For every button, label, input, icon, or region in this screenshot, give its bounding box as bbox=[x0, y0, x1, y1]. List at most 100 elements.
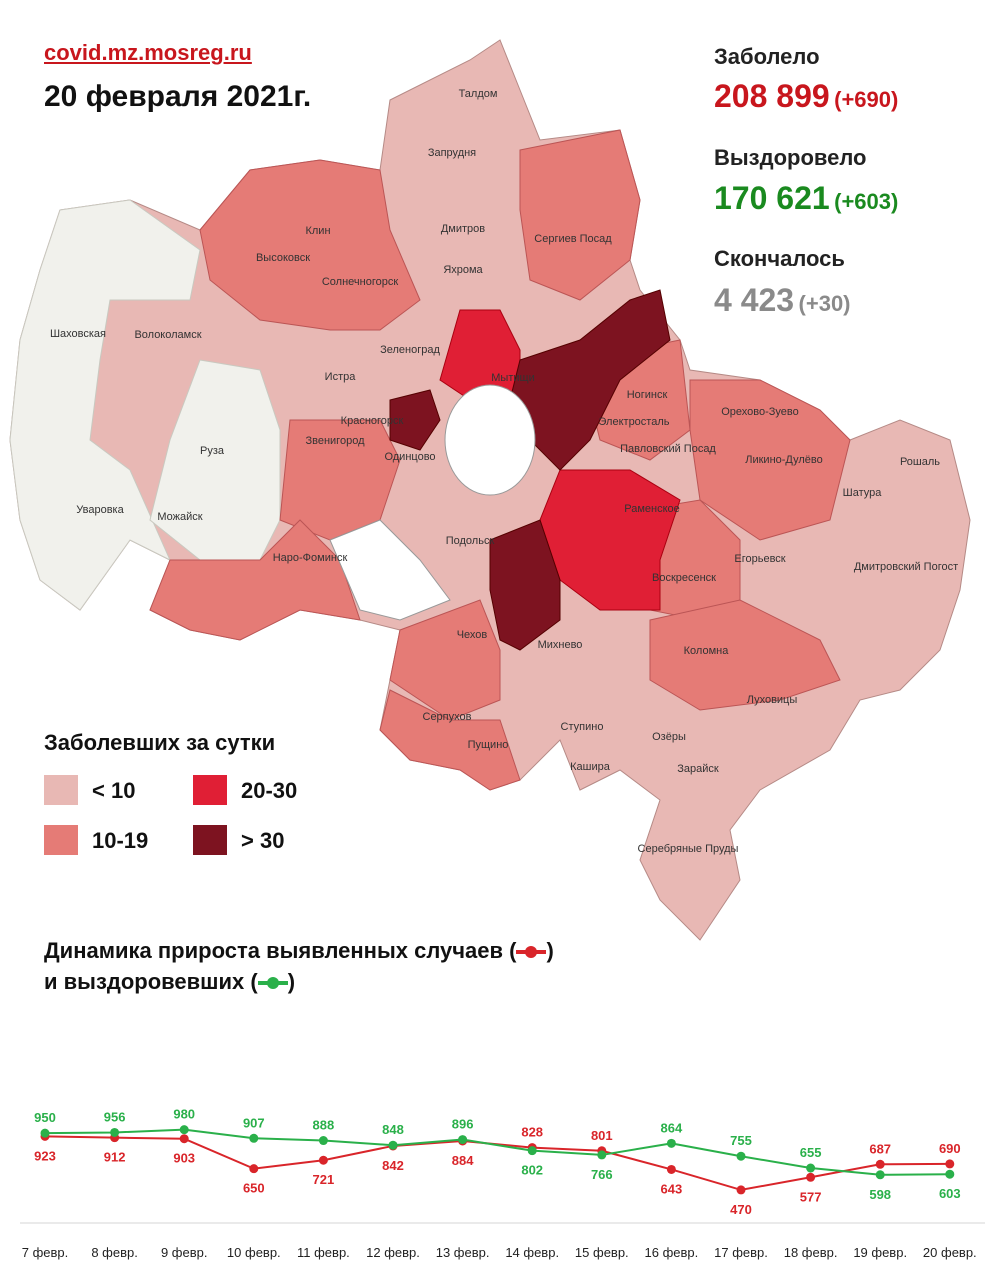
recovered-data-label: 655 bbox=[800, 1145, 822, 1160]
map-region-label: Шаховская bbox=[50, 328, 106, 340]
map-region-label: Луховицы bbox=[747, 694, 798, 706]
recovered-point bbox=[875, 1170, 885, 1180]
cases-data-label: 470 bbox=[730, 1202, 752, 1217]
map-region-label: Уваровка bbox=[76, 504, 124, 516]
map-region-label: Шатура bbox=[843, 487, 883, 499]
legend-label-20-30: 20-30 bbox=[241, 778, 298, 803]
cases-data-label: 923 bbox=[34, 1148, 56, 1163]
recovered-marker-icon bbox=[257, 977, 288, 990]
cases-point bbox=[318, 1155, 328, 1165]
map-region-label: Павловский Посад bbox=[620, 443, 716, 455]
map-region-label: Зеленоград bbox=[380, 344, 440, 356]
legend-swatch-10-19 bbox=[44, 825, 78, 855]
legend-swatch-gt30 bbox=[193, 825, 227, 855]
recovered-point bbox=[110, 1127, 120, 1137]
recovered-label: Выздоровело bbox=[714, 145, 867, 170]
x-tick-label: 10 февр. bbox=[227, 1245, 281, 1260]
cases-data-label: 884 bbox=[452, 1153, 474, 1168]
cases-point bbox=[945, 1159, 955, 1169]
cases-data-label: 828 bbox=[521, 1125, 543, 1140]
cases-data-label: 687 bbox=[869, 1141, 891, 1156]
map-region-label: Можайск bbox=[157, 511, 202, 523]
map-region-label: Яхрома bbox=[443, 264, 483, 276]
recovered-data-label: 907 bbox=[243, 1115, 265, 1130]
x-tick-label: 15 февр. bbox=[575, 1245, 629, 1260]
recovered-point bbox=[458, 1135, 468, 1145]
x-tick-label: 8 февр. bbox=[91, 1245, 138, 1260]
recovered-data-label: 755 bbox=[730, 1133, 752, 1148]
map-region-label: Пущино bbox=[468, 739, 509, 751]
legend-label-lt10: < 10 bbox=[92, 778, 136, 803]
recovered-data-label: 848 bbox=[382, 1122, 404, 1137]
recovered-point bbox=[388, 1140, 398, 1150]
recovered-data-label: 896 bbox=[452, 1117, 474, 1132]
recovered-data-label: 888 bbox=[313, 1118, 335, 1133]
map-region-label: Клин bbox=[305, 225, 330, 237]
map-region-label: Одинцово bbox=[384, 451, 435, 463]
map-region-label: Сергиев Посад bbox=[534, 233, 612, 245]
moscow-city bbox=[444, 384, 536, 496]
map-region-label: Серебряные Пруды bbox=[638, 843, 739, 855]
map-region-label: Дмитровский Погост bbox=[854, 561, 958, 573]
map-region-label: Серпухов bbox=[423, 711, 472, 723]
x-tick-label: 9 февр. bbox=[161, 1245, 208, 1260]
cases-marker-icon bbox=[516, 946, 547, 959]
cases-data-label: 912 bbox=[104, 1150, 126, 1165]
recovered-point bbox=[806, 1163, 816, 1173]
map-region-label: Талдом bbox=[459, 88, 498, 100]
recovered-data-label: 766 bbox=[591, 1167, 613, 1182]
recovered-data-label: 802 bbox=[521, 1163, 543, 1178]
cases-point bbox=[249, 1164, 259, 1174]
cases-point bbox=[806, 1172, 816, 1182]
died-delta: (+30) bbox=[798, 291, 851, 316]
map-region-label: Наро-Фоминск bbox=[273, 552, 348, 564]
map-region-label: Руза bbox=[200, 445, 225, 457]
legend-swatch-lt10 bbox=[44, 775, 78, 805]
recovered-value: 170 621 bbox=[714, 180, 830, 216]
x-tick-label: 7 февр. bbox=[22, 1245, 69, 1260]
map-region-label: Михнево bbox=[538, 639, 583, 651]
recovered-point bbox=[318, 1136, 328, 1146]
map-region-label: Ступино bbox=[561, 721, 604, 733]
report-date: 20 февраля 2021г. bbox=[44, 80, 312, 113]
legend-title: Заболевших за сутки bbox=[44, 730, 276, 755]
cases-point bbox=[736, 1185, 746, 1195]
recovered-delta: (+603) bbox=[834, 189, 899, 214]
map-region-label: Запрудня bbox=[428, 147, 476, 159]
map-region-label: Чехов bbox=[457, 629, 488, 641]
recovered-line bbox=[44, 1128, 950, 1176]
infected-delta: (+690) bbox=[834, 87, 899, 112]
map-region-label: Озёры bbox=[652, 731, 686, 743]
map-region-label: Егорьевск bbox=[734, 553, 785, 565]
cases-point bbox=[666, 1164, 676, 1174]
map-region-label: Коломна bbox=[684, 645, 730, 657]
map-region-label: Солнечногорск bbox=[322, 276, 398, 288]
x-tick-label: 20 февр. bbox=[923, 1245, 977, 1260]
map-region-label: Звенигород bbox=[305, 435, 365, 447]
map-region-label: Подольск bbox=[446, 535, 495, 547]
cases-data-label: 643 bbox=[661, 1181, 683, 1196]
recovered-point bbox=[527, 1146, 537, 1156]
map-region-label: Дмитров bbox=[441, 223, 485, 235]
map-region-label: Волоколамск bbox=[134, 329, 201, 341]
recovered-point bbox=[249, 1133, 259, 1143]
x-tick-label: 12 февр. bbox=[366, 1245, 420, 1260]
map-region-label: Кашира bbox=[570, 761, 611, 773]
recovered-point bbox=[597, 1150, 607, 1160]
map-region-label: Рошаль bbox=[900, 456, 940, 468]
cases-data-label: 690 bbox=[939, 1141, 961, 1156]
recovered-point bbox=[40, 1128, 50, 1138]
cases-point bbox=[875, 1159, 885, 1169]
cases-data-label: 721 bbox=[313, 1172, 335, 1187]
map-region-label: Раменское bbox=[624, 503, 680, 515]
cases-data-label: 903 bbox=[173, 1151, 195, 1166]
legend-swatch-20-30 bbox=[193, 775, 227, 805]
recovered-data-label: 603 bbox=[939, 1186, 961, 1201]
map-region-label: Истра bbox=[325, 371, 357, 383]
moscow-region-map: Талдом Запрудня Дмитров Яхрома Сергиев Посад… bbox=[9, 39, 971, 941]
map-region-label: Ногинск bbox=[627, 389, 668, 401]
recovered-data-label: 956 bbox=[104, 1109, 126, 1124]
recovered-data-label: 864 bbox=[661, 1120, 683, 1135]
map-region-label: Мытищи bbox=[491, 372, 534, 384]
recovered-point bbox=[736, 1151, 746, 1161]
